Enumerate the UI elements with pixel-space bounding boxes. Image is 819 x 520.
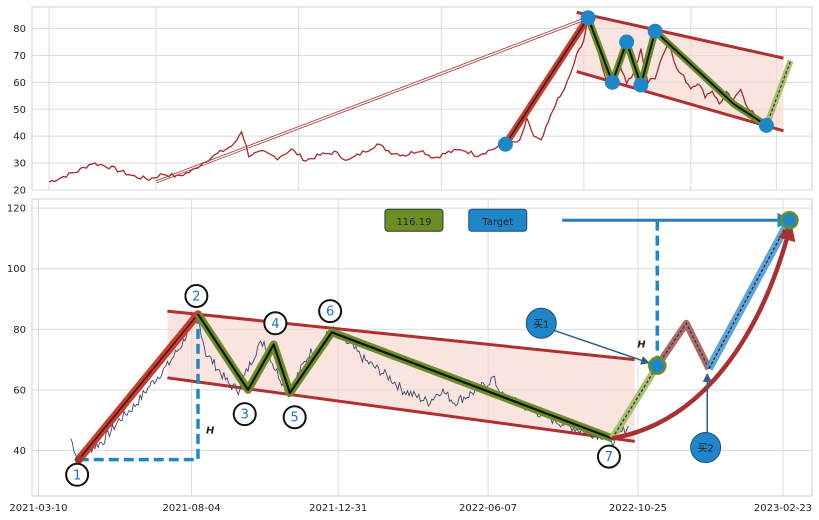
y-tick-label: 60 xyxy=(13,78,26,89)
x-tick-label: 2021-08-04 xyxy=(162,503,220,514)
long-trend-line-inner xyxy=(155,17,589,183)
zigzag-core xyxy=(197,313,613,440)
value-badge-text: 116.19 xyxy=(396,217,431,228)
pivot-point xyxy=(580,10,596,26)
trend-up-core xyxy=(78,313,199,461)
buy1-arrow xyxy=(550,328,650,365)
future-red-core xyxy=(656,322,710,369)
y-tick-label: 50 xyxy=(13,105,26,116)
x-tick-label: 2021-12-31 xyxy=(309,503,367,514)
projection-core xyxy=(765,60,792,126)
buy1-marker xyxy=(525,307,557,339)
y-tick-label: 30 xyxy=(13,159,26,170)
x-tick-label: 2023-02-23 xyxy=(754,503,812,514)
price-line xyxy=(48,13,775,183)
pivot-number-label: 7 xyxy=(605,450,613,465)
top-panel: 20 30 40 50 60 70 80 xyxy=(13,6,813,197)
future-blue-core xyxy=(708,219,790,369)
pivot-number-circle xyxy=(184,283,209,308)
y-tick-label: 120 xyxy=(7,204,26,215)
buy2-marker xyxy=(690,432,722,464)
pivot-number-circle xyxy=(282,405,307,430)
channel-fill xyxy=(167,311,635,442)
buy1-label: 买1 xyxy=(533,318,549,330)
y-tick-label: 80 xyxy=(13,24,26,35)
pivot-point xyxy=(758,117,774,133)
y-tick-label: 100 xyxy=(7,264,26,275)
h-left-measure xyxy=(78,314,200,462)
target-point xyxy=(780,210,799,230)
pivot-number-circle xyxy=(65,462,90,487)
x-tick-label: 2022-06-07 xyxy=(459,503,517,514)
pivot-number-label: 6 xyxy=(326,305,334,320)
y-tick-label: 60 xyxy=(13,385,26,396)
target-badge xyxy=(468,208,528,232)
pivot-point xyxy=(633,77,649,93)
pivot-number-label: 5 xyxy=(291,411,299,426)
trend-up-core xyxy=(504,17,589,145)
pivot-number-label: 3 xyxy=(241,408,249,423)
pivot-number-label: 1 xyxy=(73,468,81,483)
pivot-number-circle xyxy=(596,444,621,469)
mid-point xyxy=(648,356,667,375)
bottom-panel: 40 60 80 100 120 2021-03-10 2021-08-04 2021-12-… xyxy=(7,198,813,514)
x-tick-label: 2022-10-25 xyxy=(609,503,667,514)
pivot-number-label: 2 xyxy=(192,289,200,304)
y-tick-label: 40 xyxy=(13,132,26,143)
value-badge xyxy=(384,208,444,232)
projection-curve-arrow xyxy=(611,222,796,441)
pivot-number-circle xyxy=(263,311,288,336)
channel-upper-line xyxy=(167,309,635,362)
pivot-point xyxy=(647,23,663,39)
pivot-point xyxy=(619,34,635,50)
y-tick-label: 70 xyxy=(13,51,26,62)
projection-core xyxy=(611,365,658,439)
pivot-number-label: 4 xyxy=(271,317,279,332)
channel-upper-line xyxy=(576,10,784,60)
h-left-label: H xyxy=(206,425,215,436)
y-tick-label: 40 xyxy=(13,446,26,457)
buy2-label: 买2 xyxy=(697,443,713,455)
pivot-number-circle xyxy=(318,299,343,324)
h-right-label: H xyxy=(637,340,646,351)
x-tick-label: 2021-03-10 xyxy=(9,503,67,514)
pivot-point xyxy=(497,136,513,152)
pivot-number-circle xyxy=(232,402,257,427)
start-point xyxy=(74,455,83,464)
pivot-point xyxy=(604,74,620,90)
y-tick-label: 20 xyxy=(13,186,26,197)
y-tick-label: 80 xyxy=(13,325,26,336)
target-badge-text: Target xyxy=(481,217,513,228)
